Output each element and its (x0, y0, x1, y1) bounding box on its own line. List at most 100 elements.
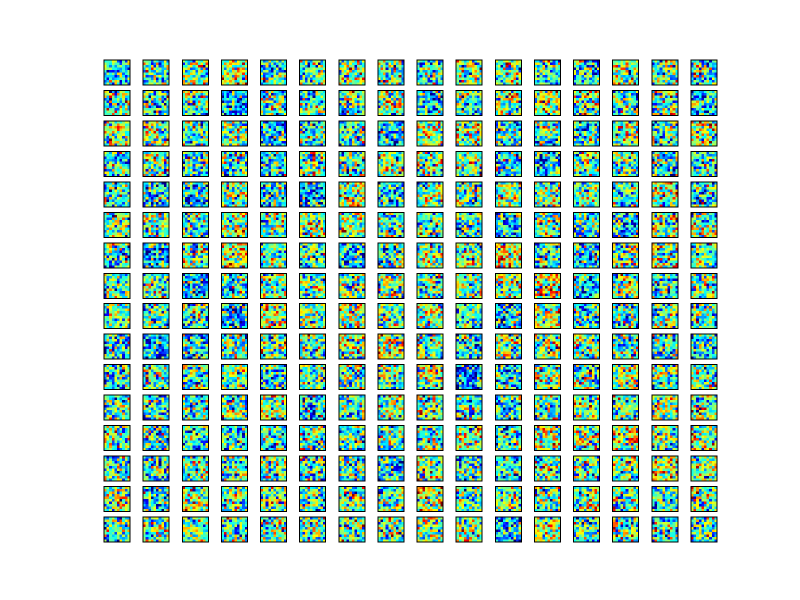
tile-pixel (193, 78, 196, 81)
tile-pixel (628, 100, 631, 103)
tile-pixel (352, 68, 355, 71)
tile-pixel (146, 100, 149, 103)
tile-pixel (198, 63, 201, 66)
tile-pixel (148, 68, 151, 71)
tile-pixel (383, 110, 386, 113)
tile-pixel (190, 100, 193, 103)
tile-pixel (477, 68, 480, 71)
tile-pixel (266, 75, 269, 78)
tile-pixel (474, 73, 477, 76)
tile-pixel (459, 78, 462, 81)
tile-pixel (550, 75, 553, 78)
tile-pixel (151, 78, 154, 81)
tile-pixel (670, 75, 673, 78)
tile-pixel (581, 78, 584, 81)
tile-pixel (420, 110, 423, 113)
tile-pixel (589, 80, 592, 83)
tile-pixel (631, 73, 634, 76)
tile-pixel (125, 93, 128, 96)
tile-pixel (581, 95, 584, 98)
tile-pixel (464, 80, 467, 83)
tile-pixel (670, 80, 673, 83)
tile-pixel (203, 78, 206, 81)
tile-pixel (161, 98, 164, 101)
tile-pixel (654, 105, 657, 108)
tile-pixel (148, 105, 151, 108)
tile-pixel (592, 93, 595, 96)
tile-pixel (193, 75, 196, 78)
tile-pixel (266, 110, 269, 113)
tile-pixel (229, 98, 232, 101)
tile-pixel (657, 93, 660, 96)
tile-pixel (125, 103, 128, 106)
tile-pixel (694, 70, 697, 73)
tile-pixel (344, 98, 347, 101)
tile-pixel (242, 103, 245, 106)
tile-pixel (537, 68, 540, 71)
tile-pixel (383, 108, 386, 111)
tile-pixel (506, 78, 509, 81)
tile-pixel (383, 98, 386, 101)
tile-pixel (461, 98, 464, 101)
tile-pixel (514, 65, 517, 68)
tile-pixel (237, 75, 240, 78)
tile-pixel (665, 63, 668, 66)
tile-pixel (469, 108, 472, 111)
tile-pixel (357, 93, 360, 96)
tile-pixel (712, 63, 715, 66)
tile-pixel (626, 95, 629, 98)
tile-pixel (420, 95, 423, 98)
tile-pixel (122, 80, 125, 83)
tile-pixel (430, 73, 433, 76)
tile-pixel (117, 65, 120, 68)
tile-pixel (654, 93, 657, 96)
tile-pixel (555, 80, 558, 83)
tile-pixel (240, 100, 243, 103)
tile-pixel (237, 78, 240, 81)
tile-pixel (349, 65, 352, 68)
tile-pixel (618, 75, 621, 78)
tile-pixel (615, 105, 618, 108)
tile-pixel (200, 108, 203, 111)
tile-pixel (315, 105, 318, 108)
tile-pixel (420, 108, 423, 111)
tile-pixel (634, 103, 637, 106)
tile-pixel (381, 75, 384, 78)
tile-pixel (662, 110, 665, 113)
tile-pixel (388, 93, 391, 96)
tile-pixel (310, 75, 313, 78)
tile-pixel (550, 100, 553, 103)
tile-pixel (623, 63, 626, 66)
tile-pixel (665, 100, 668, 103)
tile-pixel (381, 100, 384, 103)
tile-pixel (589, 75, 592, 78)
tile-pixel (240, 73, 243, 76)
tile-pixel (469, 100, 472, 103)
tile-pixel (514, 78, 517, 81)
tile-pixel (506, 105, 509, 108)
tile-pixel (594, 108, 597, 111)
tile-pixel (581, 70, 584, 73)
tile-pixel (469, 65, 472, 68)
tile-pixel (266, 70, 269, 73)
tile-pixel (310, 95, 313, 98)
tile-pixel (545, 80, 548, 83)
tile-pixel (307, 98, 310, 101)
tile-pixel (594, 95, 597, 98)
tile-pixel (200, 63, 203, 66)
filter-tile (456, 90, 482, 115)
tile-pixel (357, 78, 360, 81)
tile-pixel (540, 73, 543, 76)
tile-pixel (313, 70, 316, 73)
tile-pixel (305, 103, 308, 106)
tile-pixel (122, 78, 125, 81)
tile-pixel (503, 80, 506, 83)
tile-pixel (712, 95, 715, 98)
tile-pixel (694, 95, 697, 98)
tile-pixel (307, 78, 310, 81)
tile-pixel (381, 73, 384, 76)
tile-pixel (422, 70, 425, 73)
tile-pixel (464, 100, 467, 103)
tile-pixel (120, 105, 123, 108)
tile-pixel (553, 70, 556, 73)
